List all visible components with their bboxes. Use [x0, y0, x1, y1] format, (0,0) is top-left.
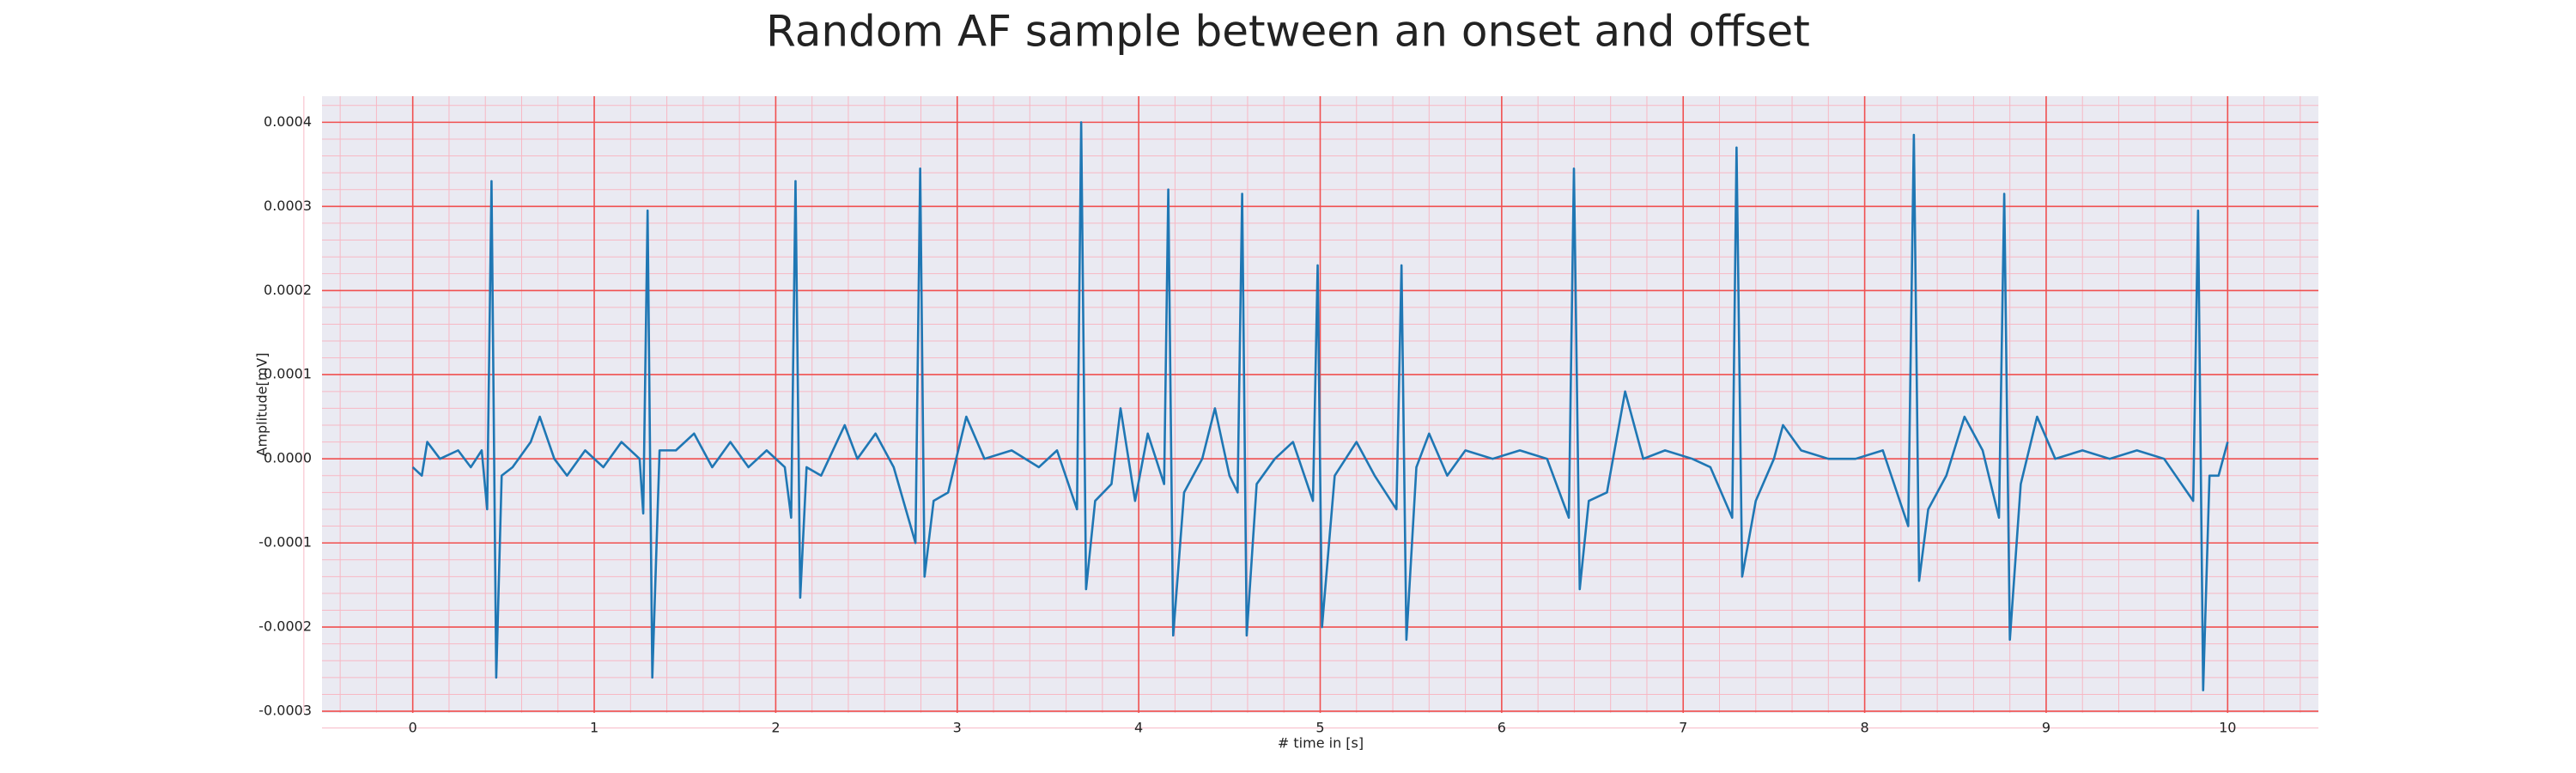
chart-title: Random AF sample between an onset and of… [766, 7, 1810, 57]
y-tick-label: -0.0003 [258, 703, 312, 719]
x-tick-label: 2 [771, 720, 780, 736]
y-tick-label: 0.0004 [264, 113, 312, 130]
y-tick-label: -0.0001 [258, 534, 312, 551]
x-tick-label: 8 [1860, 720, 1868, 736]
x-tick-label: 3 [953, 720, 962, 736]
y-tick-label: -0.0002 [258, 618, 312, 635]
x-tick-label: 5 [1315, 720, 1324, 736]
y-axis-label: Amplitude[mV] [254, 352, 270, 456]
x-tick-label: 7 [1679, 720, 1687, 736]
x-tick-label: 6 [1498, 720, 1506, 736]
x-tick-label: 0 [409, 720, 417, 736]
y-tick-label: 0.0002 [264, 282, 312, 298]
y-tick-label: 0.0000 [264, 450, 312, 466]
y-tick-label: 0.0001 [264, 366, 312, 382]
x-axis-label: # time in [s] [1278, 735, 1364, 752]
x-tick-label: 10 [2219, 720, 2236, 736]
y-tick-label: 0.0003 [264, 198, 312, 214]
x-tick-label: 9 [2042, 720, 2050, 736]
ecg-line [411, 121, 2229, 691]
x-tick-label: 1 [590, 720, 598, 736]
x-tick-label: 4 [1134, 720, 1143, 736]
